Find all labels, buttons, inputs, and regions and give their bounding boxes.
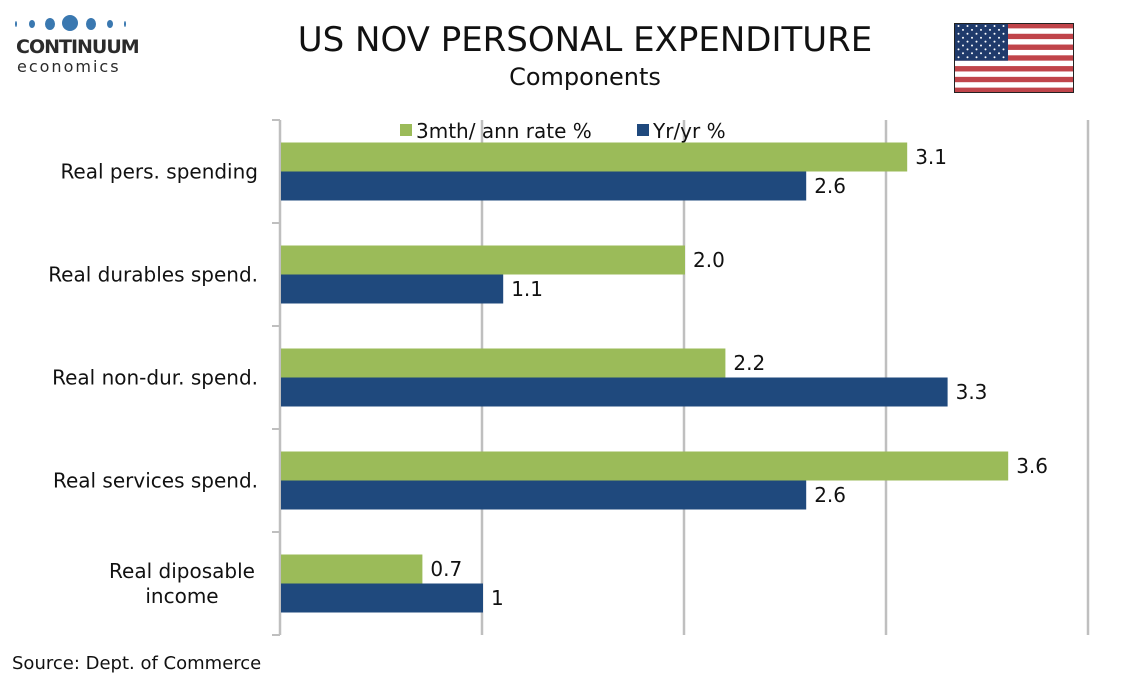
logo-name: CONTINUUM [16,36,140,58]
data-label: 2.0 [693,248,725,272]
legend-swatch-yoy [637,124,649,136]
bar-3mth [281,348,726,378]
category-label: Real pers. spending [60,160,258,184]
bar-yoy [281,480,807,510]
category-label: income [145,584,218,608]
bar-yoy [281,274,504,304]
bar-3mth [281,142,908,172]
bar-3mth [281,245,685,275]
category-label: Real services spend. [53,469,258,493]
data-label: 1.1 [511,277,543,301]
data-label: 3.1 [915,145,947,169]
data-label: 2.6 [814,174,846,198]
data-label: 0.7 [430,557,462,581]
source-note: Source: Dept. of Commerce [12,653,262,674]
us-flag-icon [954,23,1074,93]
chart-subtitle: Components [509,63,661,91]
bar-yoy [281,583,483,613]
data-label: 3.6 [1016,454,1048,478]
legend-swatch-3mth [400,124,412,136]
data-label: 3.3 [956,380,988,404]
bar-yoy [281,171,807,201]
bar-yoy [281,377,948,407]
category-label: Real diposable [109,559,255,583]
data-label: 2.2 [733,351,765,375]
legend-label: Yr/yr % [652,119,726,143]
category-label: Real durables spend. [48,263,258,287]
data-label: 2.6 [814,483,846,507]
bar-3mth [281,554,423,584]
logo-dots-icon [15,15,126,31]
legend-label: 3mth/ ann rate % [416,119,592,143]
data-label: 1 [491,586,504,610]
logo-subtitle: economics [17,57,121,76]
category-label: Real non-dur. spend. [52,366,258,390]
bar-3mth [281,451,1009,481]
chart-title: US NOV PERSONAL EXPENDITURE [297,20,873,60]
continuum-logo: CONTINUUM economics [14,14,140,76]
